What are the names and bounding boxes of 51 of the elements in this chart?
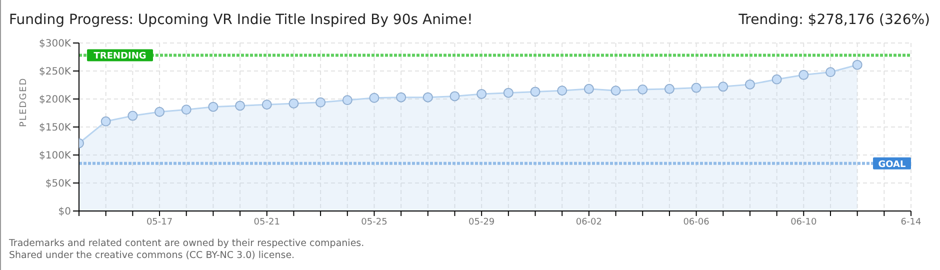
- x-tick-label: 06-06: [683, 217, 710, 228]
- chart-title: Funding Progress: Upcoming VR Indie Title Inspired By 90s Anime!: [9, 12, 473, 28]
- point: [262, 100, 272, 110]
- point: [557, 86, 568, 96]
- point: [503, 88, 514, 98]
- y-tick-label: $200K: [38, 94, 72, 106]
- point: [208, 102, 218, 112]
- x-tick-label: 05-21: [254, 217, 280, 228]
- point: [181, 104, 192, 115]
- y-tick-label: $100K: [38, 150, 72, 162]
- ref-line-label: TRENDING: [94, 52, 146, 62]
- x-tick-label: 05-29: [468, 217, 495, 228]
- point: [772, 74, 782, 84]
- point: [638, 84, 648, 94]
- text: Shared under the creative commons (CC BY-NC 3.0) license.: [9, 250, 296, 262]
- point: [342, 95, 352, 106]
- point: [530, 86, 540, 97]
- point: [396, 92, 406, 102]
- y-tick-label: $0: [58, 206, 71, 218]
- point: [584, 84, 594, 94]
- point: [369, 92, 380, 103]
- point: [691, 82, 702, 93]
- point: [798, 70, 809, 80]
- y-tick-label: $250K: [38, 66, 72, 78]
- point: [128, 110, 138, 121]
- x-tick-label: 06-02: [576, 217, 602, 228]
- x-tick-label: 05-25: [361, 217, 388, 228]
- point: [825, 67, 836, 78]
- point: [235, 100, 246, 111]
- x-tick-label: 6-14: [900, 217, 922, 228]
- point: [450, 91, 460, 102]
- point: [664, 84, 674, 94]
- point: [100, 116, 111, 126]
- text: Trending: $278,176 (326%): [738, 12, 930, 28]
- point: [422, 92, 433, 102]
- y-tick-label: $150K: [38, 122, 72, 134]
- point: [744, 79, 755, 90]
- y-tick-label: $50K: [45, 178, 72, 190]
- x-tick-label: 06-10: [790, 217, 817, 228]
- point: [610, 86, 621, 96]
- point: [316, 97, 326, 108]
- x-tick-label: 05-17: [146, 217, 173, 228]
- point: [718, 82, 728, 92]
- ref-line-label: GOAL: [878, 160, 906, 170]
- point: [476, 88, 487, 99]
- y-tick-label: $300K: [38, 38, 72, 50]
- point: [852, 60, 862, 70]
- point: [154, 106, 165, 117]
- point: [288, 98, 299, 108]
- text: Trademarks and related content are owned by their respective companies.: [9, 238, 364, 250]
- y-axis-title: PLEDGED: [19, 77, 30, 127]
